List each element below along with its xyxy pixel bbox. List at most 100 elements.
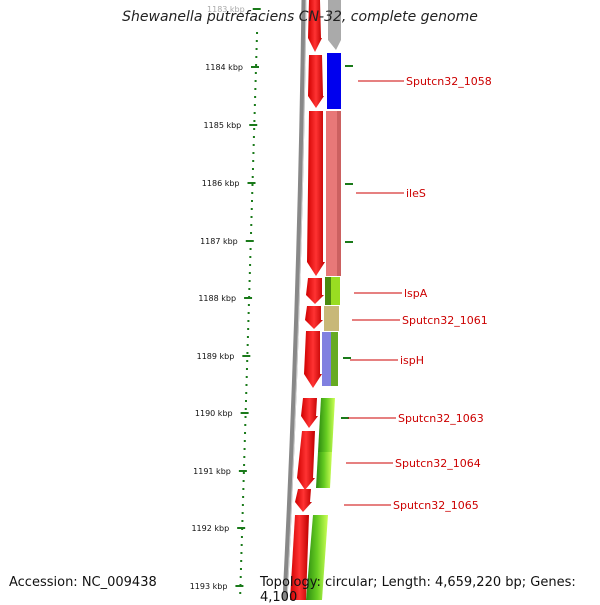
scale-dot (251, 176, 254, 178)
gene-block-iles-edge (337, 111, 341, 276)
scale-dot (255, 40, 258, 42)
gene-block-isph-green (331, 332, 338, 386)
scale-dot (239, 568, 242, 570)
cds-arrow-4 (306, 278, 324, 304)
axis-tick-label: 1190 kbp (195, 409, 233, 418)
genome-backbone (282, 0, 307, 600)
scale-dot (253, 128, 256, 130)
scale-dot (255, 48, 258, 50)
scale-dot (240, 544, 243, 546)
gene-block-sputcn32-1064 (316, 452, 332, 488)
gene-label: Sputcn32_1061 (402, 314, 488, 327)
gene-label: ispH (400, 354, 424, 367)
scale-dot (251, 184, 254, 186)
scale-dot (245, 384, 248, 386)
scale-dot (246, 344, 249, 346)
gene-label: Sputcn32_1065 (393, 499, 479, 512)
axis-tick-label: 1192 kbp (191, 524, 229, 533)
scale-dot (253, 120, 256, 122)
genome-backbone-highlight (286, 0, 307, 600)
scale-dot (245, 392, 248, 394)
scale-dot (250, 208, 253, 210)
gene-block-sputcn32-1058 (327, 53, 341, 109)
scale-dot (239, 576, 242, 578)
scale-dot (253, 104, 256, 106)
gene-block-isph (322, 332, 331, 386)
scale-dot (242, 488, 245, 490)
scale-dot (249, 256, 252, 258)
scale-dot (244, 416, 247, 418)
gene-block-sputcn32-1061 (324, 306, 339, 331)
gene-label: Sputcn32_1064 (395, 457, 481, 470)
scale-dot (254, 80, 257, 82)
scale-dot (247, 312, 250, 314)
cds-arrow-6 (304, 331, 322, 388)
scale-dot (250, 216, 253, 218)
scale-dot (241, 520, 244, 522)
scale-dot (246, 360, 249, 362)
gene-label: ileS (406, 187, 426, 200)
cds-arrow-10 (290, 515, 309, 600)
scale-dot (243, 456, 246, 458)
cds-arrow-3 (307, 111, 325, 276)
gene-track (306, 0, 341, 600)
accession-text: Accession: NC_009438 (9, 575, 157, 590)
scale-dot (253, 112, 256, 114)
scale-dot (254, 96, 257, 98)
gene-block-sputcn32-1063 (318, 398, 335, 452)
scale-dot (246, 336, 249, 338)
scale-dot (242, 472, 245, 474)
cds-arrow-2 (308, 55, 324, 108)
scale-dot (254, 88, 257, 90)
gene-block-upper-gray (328, 0, 341, 50)
gene-labels: Sputcn32_1058 ileS lspA Sputcn32_1061 ispH Sp… (344, 75, 492, 512)
scale-dot (249, 264, 252, 266)
axis-tick-label: 1189 kbp (197, 352, 235, 361)
gene-label: lspA (404, 287, 428, 300)
scale-dot (250, 232, 253, 234)
topology-text: Topology: circular; Length: 4,659,220 bp… (260, 575, 576, 605)
scale-dot (245, 400, 247, 402)
scale-dot (243, 448, 246, 450)
scale-dot (252, 136, 255, 138)
scale-dot (252, 152, 255, 154)
gene-label: Sputcn32_1063 (398, 412, 484, 425)
scale-dot (252, 144, 255, 146)
right-ticks (341, 65, 353, 419)
scale-dot (245, 368, 248, 370)
scale-dot (241, 504, 244, 506)
scale-dot (244, 432, 247, 434)
gene-block-lspa-dark (325, 277, 331, 305)
scale-dot (244, 424, 247, 426)
axis-tick-label: 1191 kbp (193, 467, 231, 476)
scale-dot (252, 160, 255, 162)
scale-dot (240, 536, 243, 538)
cds-arrow-5 (305, 306, 323, 329)
scale-dot (248, 288, 251, 290)
scale-dot (254, 72, 257, 74)
scale-dot (255, 64, 258, 66)
scale-dot (251, 200, 253, 202)
axis-tick-label: 1184 kbp (205, 63, 243, 72)
cds-arrow-1 (308, 0, 322, 52)
scale-dot (239, 592, 242, 594)
axis-tick-label: 1185 kbp (204, 121, 242, 130)
scale-dot (247, 304, 250, 306)
scale-dot (256, 32, 259, 34)
scale-dot (245, 376, 248, 378)
cds-arrow-7 (301, 398, 318, 428)
scale-dot (255, 56, 258, 58)
axis-tick-label: 1183 kbp (207, 5, 245, 14)
gene-block-sputcn32-1065 (306, 515, 328, 600)
scale-dot (247, 328, 250, 330)
scale-dot (244, 408, 247, 410)
scale-dot (240, 552, 243, 554)
scale-dot (241, 512, 244, 514)
axis-tick-label: 1187 kbp (200, 237, 238, 246)
scale-dot (243, 464, 246, 466)
scale-dot (243, 440, 246, 442)
scale-dot (248, 272, 251, 274)
scale-dot (250, 224, 253, 226)
scale-dot (240, 560, 243, 562)
